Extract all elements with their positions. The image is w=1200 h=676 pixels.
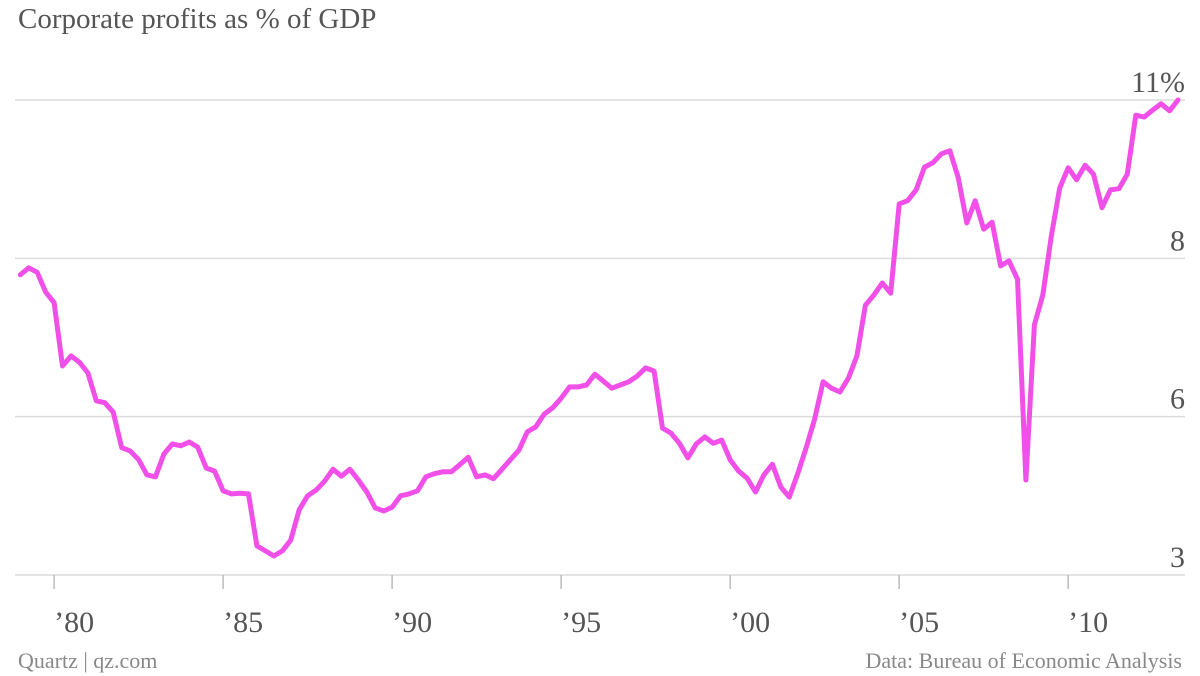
- x-tick-label: ’80: [54, 606, 94, 639]
- x-tick-label: ’10: [1068, 606, 1108, 639]
- x-tick-label: ’95: [561, 606, 601, 639]
- source: Data: Bureau of Economic Analysis: [866, 648, 1182, 673]
- y-tick-label: 6: [1170, 383, 1185, 416]
- x-tick-label: ’85: [223, 606, 263, 639]
- x-tick-label: ’05: [899, 606, 939, 639]
- credit: Quartz | qz.com: [18, 648, 157, 673]
- y-tick-label: 3: [1170, 541, 1185, 574]
- y-tick-label: 8: [1170, 224, 1185, 257]
- y-tick-label: 11%: [1131, 66, 1185, 99]
- series-line: [17, 97, 1181, 559]
- x-tick-label: ’90: [392, 606, 432, 639]
- chart-title: Corporate profits as % of GDP: [18, 3, 376, 35]
- x-tick-label: ’00: [730, 606, 770, 639]
